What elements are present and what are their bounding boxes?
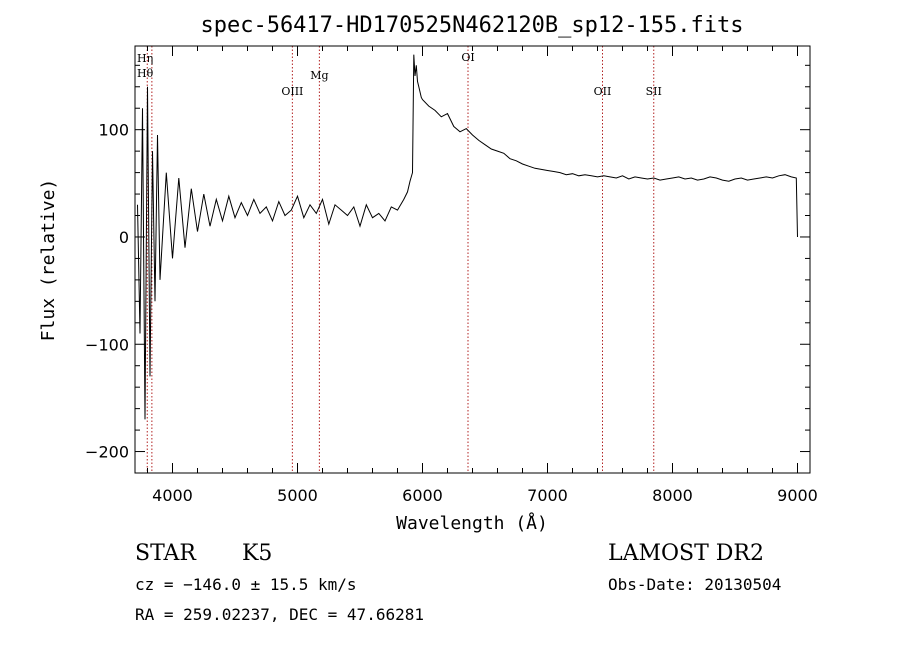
y-tick-label: 0 (119, 228, 129, 247)
cz-value: cz = −146.0 ± 15.5 km/s (135, 575, 357, 594)
x-tick-label: 6000 (402, 486, 443, 505)
x-tick-label: 5000 (277, 486, 318, 505)
spectrum-line (137, 54, 798, 420)
plot-frame (134, 45, 811, 474)
spectral-line-label: OI (461, 51, 474, 64)
x-tick-label: 7000 (527, 486, 568, 505)
spectral-line-label: Mg (310, 69, 328, 82)
spectral-line-label: OIII (281, 85, 303, 98)
x-tick-label: 9000 (777, 486, 818, 505)
x-tick-label: 8000 (652, 486, 693, 505)
coordinates: RA = 259.02237, DEC = 47.66281 (135, 605, 424, 624)
obs-date: Obs-Date: 20130504 (608, 575, 781, 594)
y-tick-label: −100 (85, 335, 129, 354)
spectral-line-label: Hη (137, 52, 153, 65)
x-axis-label: Wavelength (Å) (396, 512, 548, 534)
spectral-line-label: SII (646, 85, 662, 98)
y-axis: −200 −100 0 100 (85, 64, 810, 462)
y-axis-label: Flux (relative) (38, 179, 59, 342)
x-axis: 4000 5000 6000 7000 8000 9000 (147, 46, 818, 505)
spectral-line-label: OII (594, 85, 612, 98)
chart-title: spec-56417-HD170525N462120B_sp12-155.fit… (200, 13, 743, 38)
plot-area: Hη Hθ OIII Mg OI OII SII (137, 46, 798, 473)
spectral-line-label: Hθ (137, 67, 154, 80)
x-tick-label: 4000 (152, 486, 193, 505)
survey-label: LAMOST DR2 (608, 541, 764, 566)
y-tick-label: −200 (85, 443, 129, 462)
object-type: STAR (135, 541, 197, 566)
subclass: K5 (242, 541, 272, 566)
y-tick-label: 100 (98, 121, 129, 140)
